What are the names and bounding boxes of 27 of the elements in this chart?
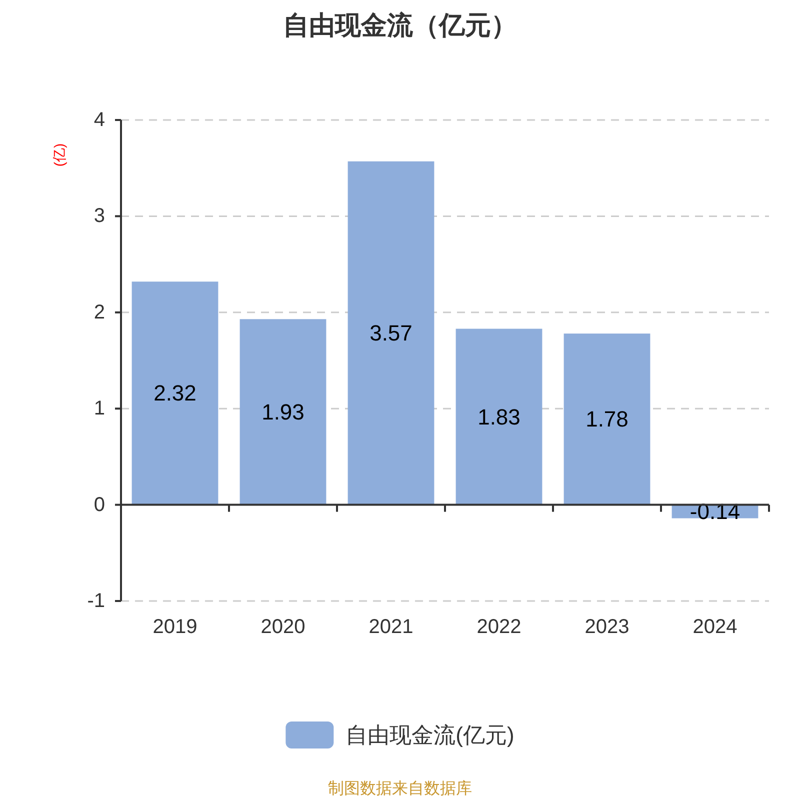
text: 制图数据来自数据库 xyxy=(328,780,472,798)
x-tick-label: 2019 xyxy=(152,616,198,638)
chart-title: 自由现金流（亿元） xyxy=(283,10,517,40)
y-tick-label: 0 xyxy=(94,494,105,516)
x-tick-label: 2024 xyxy=(692,616,738,638)
x-tick-label: 2022 xyxy=(476,616,522,638)
data-label: 1.93 xyxy=(262,399,304,424)
bar xyxy=(348,161,434,505)
y-tick-label: 4 xyxy=(94,109,105,131)
data-label: 2.32 xyxy=(154,380,196,406)
bar xyxy=(456,328,542,505)
y-tick-label: 2 xyxy=(94,301,105,324)
y-axis-title: (亿) xyxy=(51,143,67,167)
bar xyxy=(240,319,326,505)
data-label: 1.83 xyxy=(478,404,520,430)
legend-label: 自由现金流(亿元) xyxy=(346,722,514,748)
x-tick-label: 2023 xyxy=(584,616,630,638)
y-tick-label: -1 xyxy=(87,590,105,612)
y-tick-label: 1 xyxy=(94,398,105,420)
x-tick-label: 2020 xyxy=(260,616,306,638)
data-label: 1.78 xyxy=(586,406,628,432)
bar xyxy=(132,282,218,505)
x-tick-label: 2021 xyxy=(368,616,414,638)
bar xyxy=(564,334,650,505)
legend: 自由现金流(亿元) xyxy=(286,722,514,748)
y-tick-label: 3 xyxy=(94,205,105,228)
data-label: 3.57 xyxy=(370,320,412,346)
